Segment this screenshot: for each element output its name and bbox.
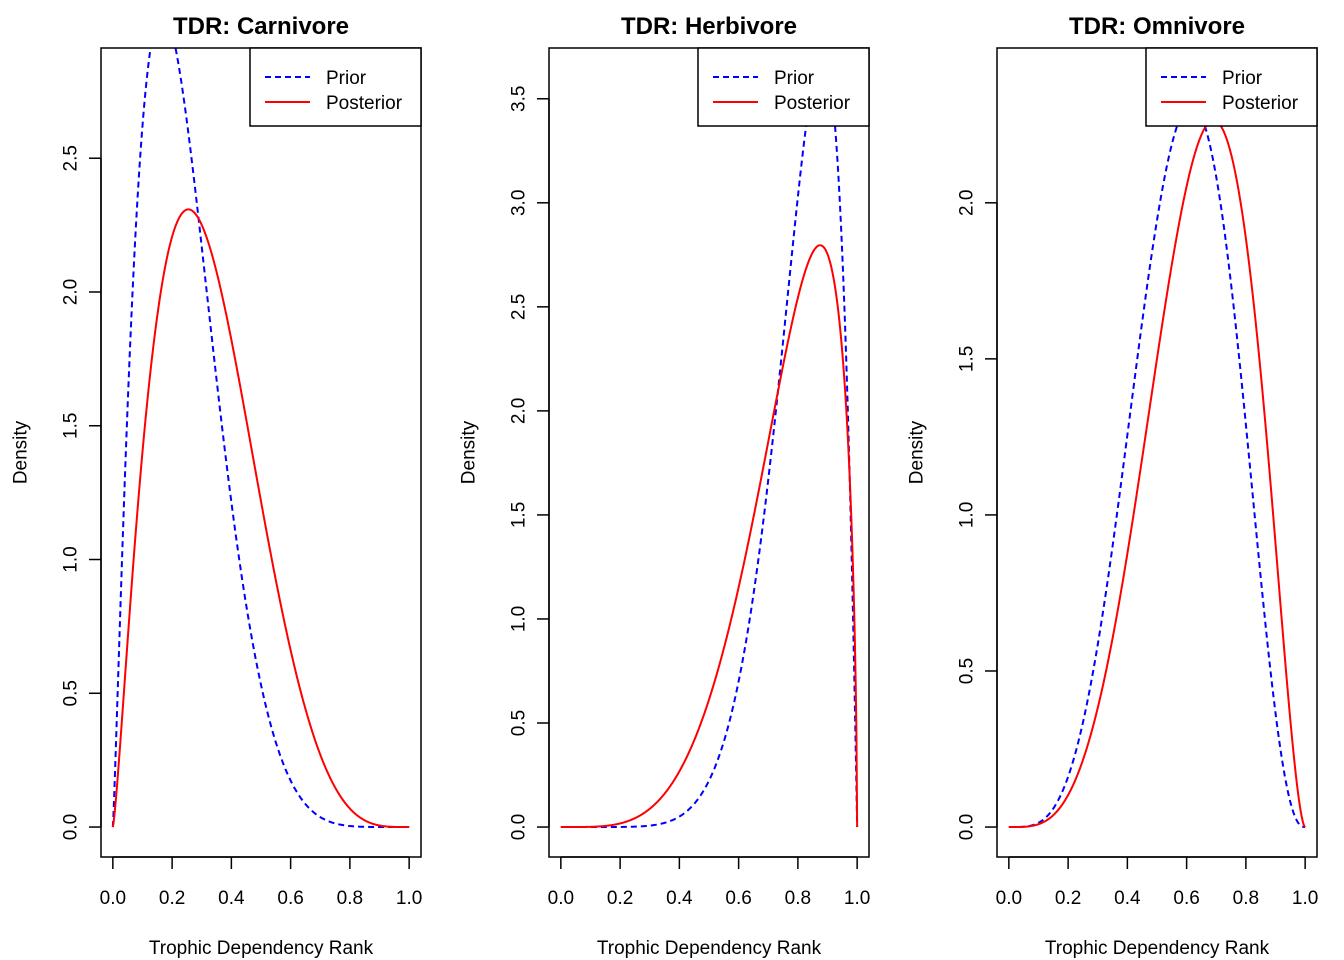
x-tick-label: 0.4 (666, 888, 693, 909)
x-tick-label: 0.8 (1233, 888, 1259, 909)
panel-omnivore: TDR: Omnivore 0.0 0.2 0.4 0.6 0.8 1.0 0.0 0.5 1.0… (907, 13, 1319, 959)
y-tick-label: 0.0 (61, 814, 82, 840)
y-tick-label: 1.0 (61, 546, 82, 572)
y-axis-label: Density (907, 420, 928, 484)
x-tick-label: 0.4 (1114, 888, 1141, 909)
legend-box (697, 47, 870, 127)
y-tick-label: 3.5 (509, 86, 530, 112)
series-line-prior (1008, 103, 1306, 829)
series-line-prior (111, 48, 410, 829)
x-tick-label: 0.6 (725, 888, 751, 909)
panel-herbivore: TDR: Herbivore 0.0 0.2 0.4 0.6 0.8 1.0 0.0 0.5 1.… (459, 13, 871, 959)
y-tick-label: 1.0 (509, 606, 530, 632)
legend-label: Posterior (326, 93, 403, 114)
series-line-posterior (111, 208, 410, 829)
x-tick-label: 0.8 (785, 888, 811, 909)
y-tick-label: 1.5 (509, 502, 530, 528)
legend: Prior Posterior (249, 47, 422, 127)
y-tick-label: 0.5 (509, 710, 530, 736)
x-tick-label: 0.2 (159, 888, 185, 909)
chart-title: TDR: Herbivore (621, 13, 797, 40)
x-axis-label: Trophic Dependency Rank (1045, 938, 1270, 959)
x-tick-label: 0.0 (100, 888, 126, 909)
y-tick-label: 1.0 (957, 502, 978, 528)
y-tick-label: 1.5 (61, 413, 82, 439)
legend-box (249, 47, 422, 127)
legend-label: Posterior (774, 93, 851, 114)
y-tick-label: 3.0 (509, 190, 530, 216)
y-tick-label: 2.0 (957, 190, 978, 216)
legend-label: Prior (774, 68, 815, 89)
y-axis-label: Density (11, 420, 32, 484)
legend-label: Prior (326, 68, 367, 89)
x-axis-label: Trophic Dependency Rank (149, 938, 374, 959)
y-tick-label: 0.0 (957, 814, 978, 840)
x-axis-label: Trophic Dependency Rank (597, 938, 822, 959)
y-tick-label: 2.0 (509, 398, 530, 424)
y-tick-label: 0.0 (509, 814, 530, 840)
x-tick-label: 1.0 (844, 888, 870, 909)
panel-carnivore: TDR: Carnivore 0.0 0.2 0.4 0.6 0.8 1.0 0.0 0.5 1.… (11, 13, 423, 959)
legend: Prior Posterior (1145, 47, 1318, 127)
x-tick-label: 0.0 (548, 888, 574, 909)
x-tick-label: 1.0 (1292, 888, 1318, 909)
x-tick-label: 1.0 (396, 888, 422, 909)
x-tick-label: 0.2 (607, 888, 633, 909)
y-tick-label: 0.5 (957, 658, 978, 684)
y-tick-label: 2.0 (61, 279, 82, 305)
legend-box (1145, 47, 1318, 127)
chart-title: TDR: Omnivore (1069, 13, 1245, 40)
chart-title: TDR: Carnivore (173, 13, 349, 40)
x-tick-label: 0.8 (337, 888, 363, 909)
x-tick-label: 0.4 (218, 888, 245, 909)
x-tick-label: 0.2 (1055, 888, 1081, 909)
y-tick-label: 1.5 (957, 346, 978, 372)
x-tick-label: 0.6 (277, 888, 303, 909)
y-tick-label: 2.5 (61, 145, 82, 171)
x-tick-label: 0.6 (1173, 888, 1199, 909)
series-line-posterior (560, 244, 859, 829)
legend: Prior Posterior (697, 47, 870, 127)
x-tick-label: 0.0 (996, 888, 1022, 909)
series-line-posterior (1008, 119, 1306, 829)
y-axis-label: Density (459, 420, 480, 484)
y-tick-label: 2.5 (509, 294, 530, 320)
legend-label: Posterior (1222, 93, 1299, 114)
y-tick-label: 0.5 (61, 680, 82, 706)
legend-label: Prior (1222, 68, 1263, 89)
